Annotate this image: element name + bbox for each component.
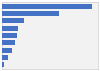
Bar: [2, 62, 4, 67]
Bar: [2, 18, 24, 23]
Bar: [2, 55, 8, 60]
Bar: [2, 4, 92, 9]
Bar: [2, 33, 17, 38]
Bar: [2, 26, 18, 31]
Bar: [2, 48, 12, 53]
Bar: [2, 11, 59, 16]
Bar: [2, 40, 15, 45]
